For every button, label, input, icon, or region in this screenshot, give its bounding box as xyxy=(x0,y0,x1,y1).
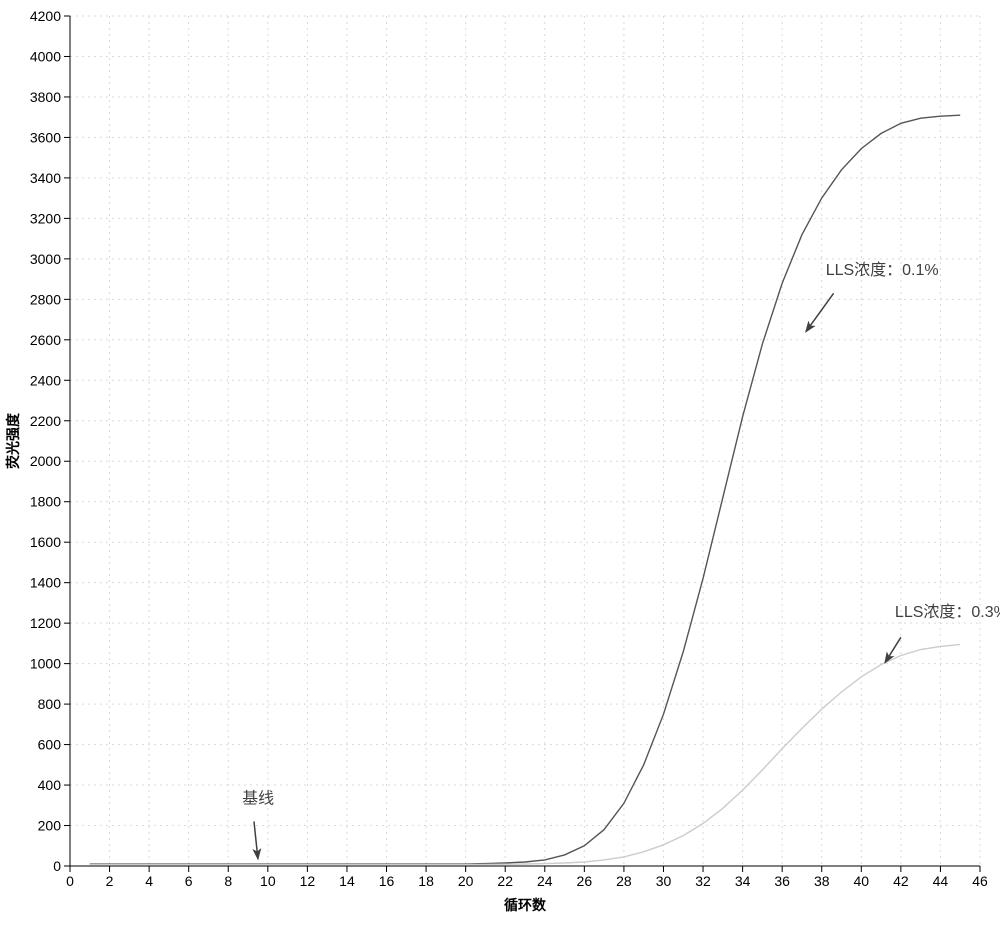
y-tick-label: 2600 xyxy=(30,332,61,348)
y-tick-label: 3200 xyxy=(30,210,61,226)
amplification-chart: 0246810121416182022242628303234363840424… xyxy=(0,0,1000,934)
x-tick-label: 14 xyxy=(339,873,355,889)
y-tick-label: 4200 xyxy=(30,8,61,24)
x-tick-label: 0 xyxy=(66,873,74,889)
x-tick-label: 6 xyxy=(185,873,193,889)
y-tick-label: 4000 xyxy=(30,48,61,64)
y-tick-label: 2400 xyxy=(30,372,61,388)
x-tick-label: 36 xyxy=(774,873,790,889)
x-tick-label: 10 xyxy=(260,873,276,889)
x-axis-label: 循环数 xyxy=(504,897,547,913)
y-tick-label: 1800 xyxy=(30,494,61,510)
y-tick-label: 1000 xyxy=(30,656,61,672)
y-tick-label: 2200 xyxy=(30,413,61,429)
y-tick-label: 1200 xyxy=(30,615,61,631)
anno-text-lls-01: LLS浓度：0.1% xyxy=(826,261,939,279)
x-tick-label: 46 xyxy=(972,873,988,889)
x-tick-label: 38 xyxy=(814,873,830,889)
x-tick-label: 40 xyxy=(854,873,870,889)
anno-text-baseline: 基线 xyxy=(242,789,274,807)
anno-text-lls-03: LLS浓度：0.3% xyxy=(895,603,1000,621)
y-tick-label: 2000 xyxy=(30,453,61,469)
x-tick-label: 20 xyxy=(458,873,474,889)
x-tick-label: 30 xyxy=(656,873,672,889)
x-tick-label: 44 xyxy=(933,873,949,889)
y-axis-label: 荧光强度 xyxy=(5,412,21,469)
y-tick-label: 3800 xyxy=(30,89,61,105)
x-tick-label: 28 xyxy=(616,873,632,889)
x-tick-label: 18 xyxy=(418,873,434,889)
y-tick-label: 1600 xyxy=(30,534,61,550)
y-tick-label: 2800 xyxy=(30,291,61,307)
x-tick-label: 16 xyxy=(379,873,395,889)
y-tick-label: 1400 xyxy=(30,575,61,591)
x-tick-label: 24 xyxy=(537,873,553,889)
x-tick-label: 22 xyxy=(497,873,513,889)
x-tick-label: 34 xyxy=(735,873,751,889)
x-tick-label: 12 xyxy=(300,873,316,889)
x-tick-label: 4 xyxy=(145,873,153,889)
x-tick-label: 26 xyxy=(577,873,593,889)
y-tick-label: 3400 xyxy=(30,170,61,186)
y-tick-label: 400 xyxy=(38,777,62,793)
chart-svg: 0246810121416182022242628303234363840424… xyxy=(0,0,1000,934)
y-tick-label: 200 xyxy=(38,818,62,834)
y-tick-label: 600 xyxy=(38,737,62,753)
y-tick-label: 0 xyxy=(53,858,61,874)
y-tick-label: 800 xyxy=(38,696,62,712)
x-tick-label: 32 xyxy=(695,873,711,889)
y-tick-label: 3600 xyxy=(30,129,61,145)
x-tick-label: 42 xyxy=(893,873,909,889)
plot-area xyxy=(70,16,980,866)
x-tick-label: 2 xyxy=(106,873,114,889)
y-tick-label: 3000 xyxy=(30,251,61,267)
x-tick-label: 8 xyxy=(224,873,232,889)
